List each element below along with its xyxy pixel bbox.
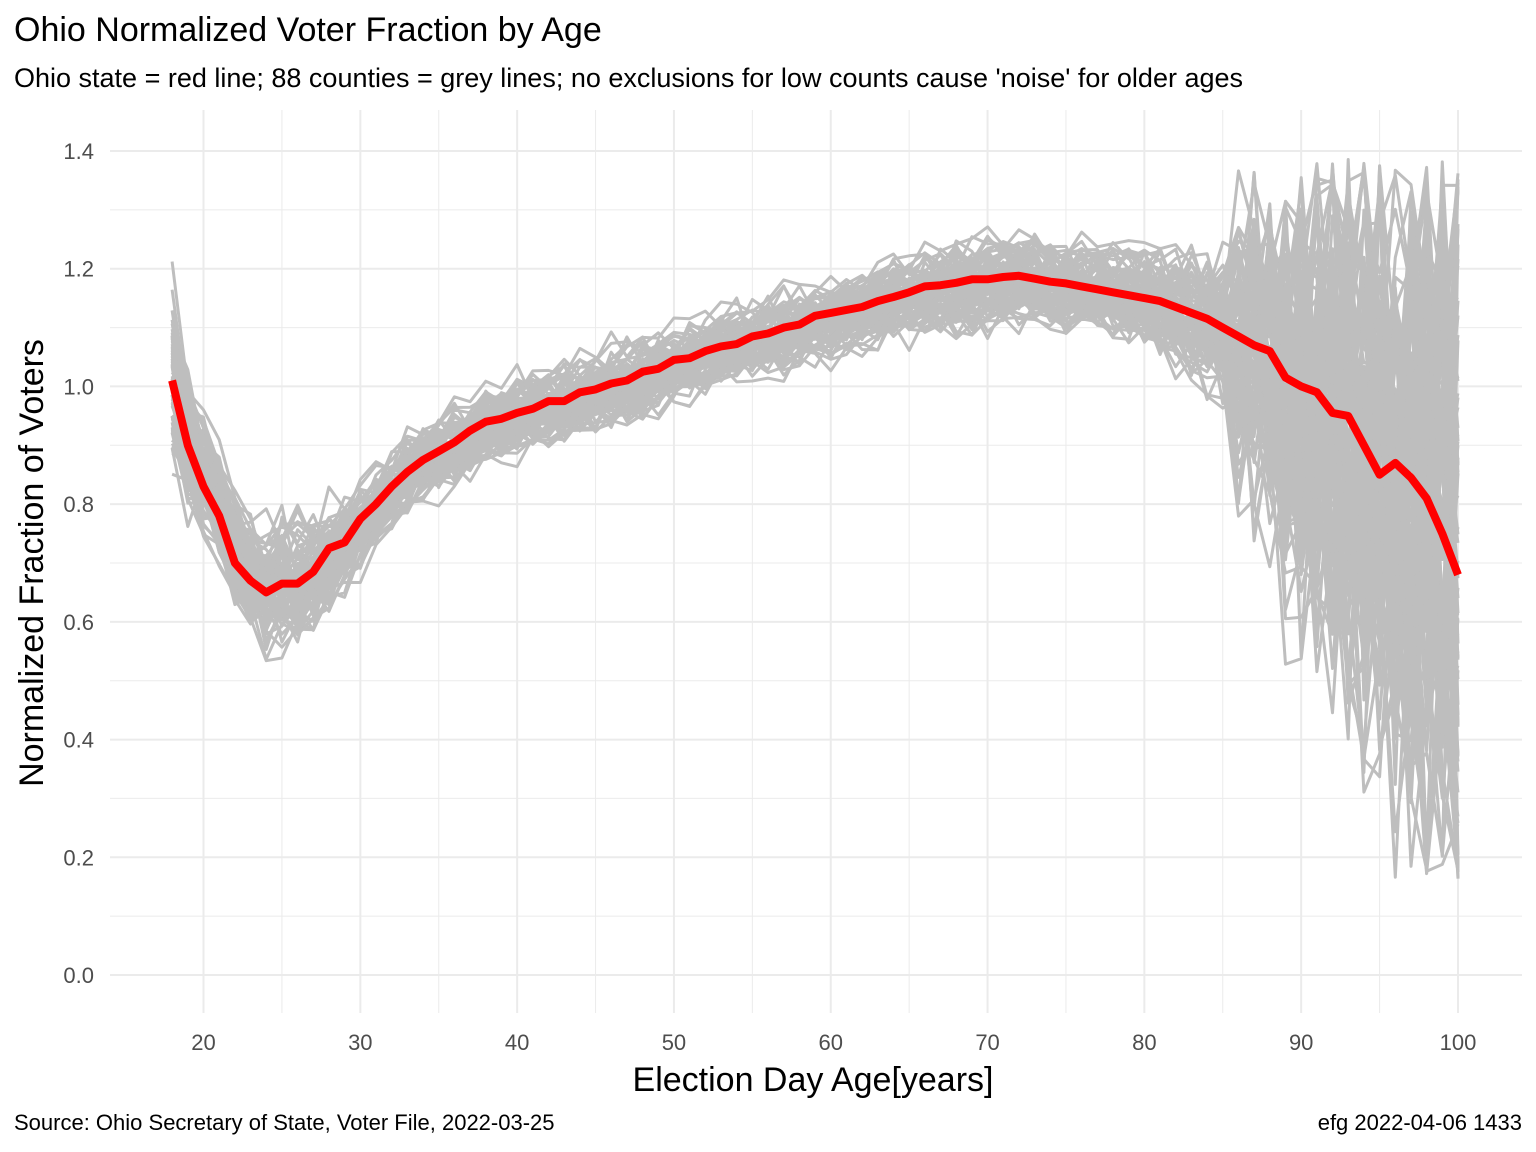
x-tick-label: 40 (505, 1030, 529, 1055)
county-line (170, 240, 1460, 623)
y-tick-label: 0.0 (63, 963, 94, 988)
axis-labels: 0.0 0.2 0.4 0.6 0.8 1.0 1.2 1.4 20 30 40 50 60 70 80 90… (63, 139, 1476, 1055)
county-line (170, 281, 1460, 756)
source-caption: Source: Ohio Secretary of State, Voter F… (14, 1110, 555, 1135)
x-tick-label: 70 (975, 1030, 999, 1055)
chart-subtitle: Ohio state = red line; 88 counties = gre… (14, 63, 1244, 93)
y-tick-label: 1.0 (63, 374, 94, 399)
y-axis-title: Normalized Fraction of Voters (13, 339, 51, 787)
x-tick-label: 100 (1440, 1030, 1477, 1055)
county-line (170, 169, 1460, 713)
state-line-layer (168, 271, 1462, 597)
y-tick-label: 0.2 (63, 845, 94, 870)
x-tick-label: 30 (348, 1030, 372, 1055)
x-axis-title: Election Day Age[years] (633, 1061, 994, 1099)
y-tick-label: 1.4 (63, 139, 94, 164)
x-tick-label: 60 (819, 1030, 843, 1055)
y-tick-label: 1.2 (63, 257, 94, 282)
county-line (170, 232, 1460, 723)
state-line (168, 271, 1462, 597)
author-caption: efg 2022-04-06 1433 (1317, 1110, 1522, 1135)
x-tick-label: 20 (191, 1030, 215, 1055)
x-tick-label: 80 (1132, 1030, 1156, 1055)
county-line (171, 248, 1460, 703)
chart-title: Ohio Normalized Voter Fraction by Age (14, 11, 602, 49)
x-tick-label: 50 (662, 1030, 686, 1055)
x-tick-label: 90 (1289, 1030, 1313, 1055)
y-tick-label: 0.6 (63, 610, 94, 635)
y-tick-label: 0.4 (63, 728, 94, 753)
y-tick-label: 0.8 (63, 492, 94, 517)
